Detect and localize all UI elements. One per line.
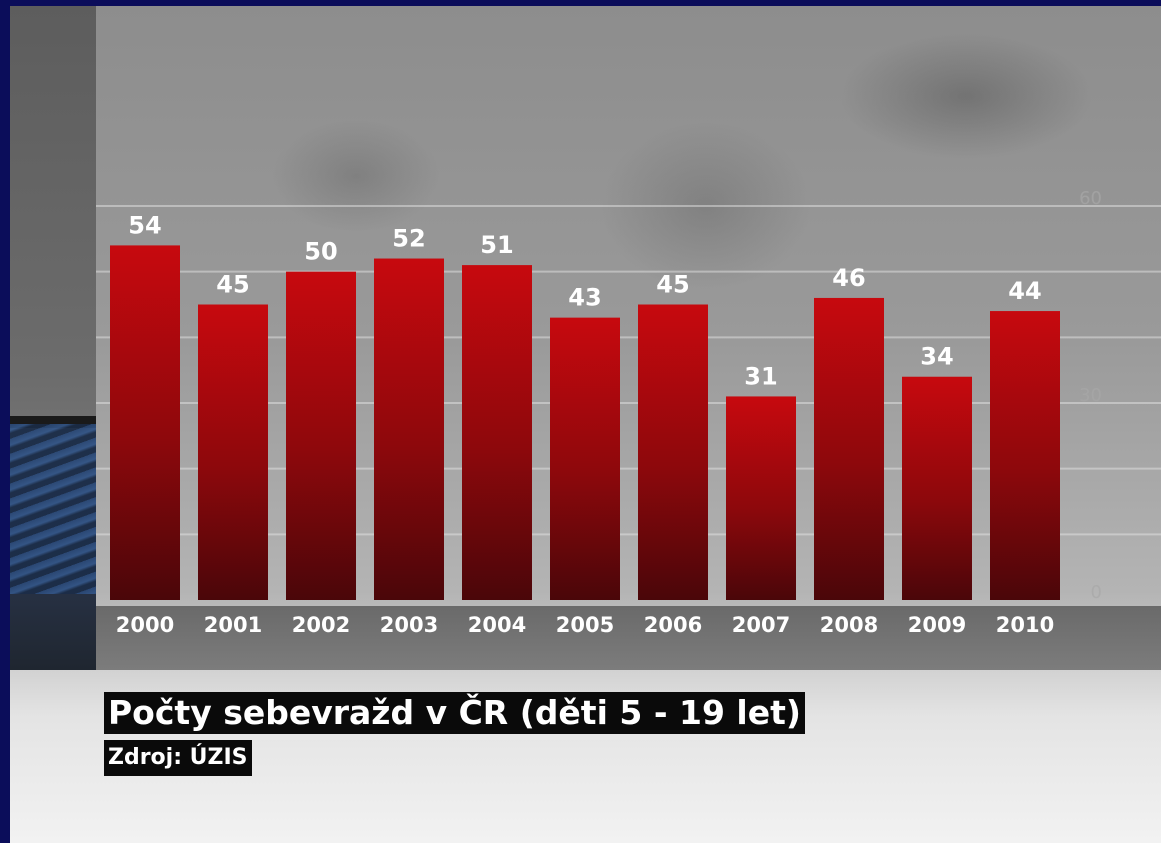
background-photo [10, 6, 96, 670]
x-tick-2010: 2010 [996, 613, 1054, 637]
bars [110, 245, 1060, 600]
x-tick-2003: 2003 [380, 613, 438, 637]
x-tick-2001: 2001 [204, 613, 262, 637]
bar-2004 [462, 265, 532, 600]
bar-2001 [198, 304, 268, 600]
bar-2002 [286, 271, 356, 600]
y-tick-label: 0 [1091, 582, 1102, 603]
bar-2000 [110, 245, 180, 600]
y-tick-label: 30 [1079, 385, 1102, 406]
value-label-2006: 45 [656, 271, 689, 299]
x-tick-2007: 2007 [732, 613, 790, 637]
value-label-2004: 51 [480, 231, 513, 259]
value-label-2007: 31 [744, 362, 777, 390]
y-tick-label: 60 [1079, 188, 1102, 209]
photo-seats [10, 424, 96, 594]
value-label-2009: 34 [920, 343, 953, 371]
x-tick-2002: 2002 [292, 613, 350, 637]
tv-screen: 60 30 0 54 45 50 52 51 43 45 31 46 34 44 2000 2001 200… [10, 6, 1161, 843]
x-tick-2009: 2009 [908, 613, 966, 637]
x-tick-labels: 2000 2001 2002 2003 2004 2005 2006 2007 2008 2009… [116, 613, 1054, 637]
x-tick-2006: 2006 [644, 613, 702, 637]
world-map-texture [96, 6, 1161, 606]
x-axis-band [96, 606, 1161, 670]
bar-2008 [814, 297, 884, 600]
value-label-2003: 52 [392, 225, 425, 253]
x-tick-2008: 2008 [820, 613, 878, 637]
chart-title: Počty sebevražd v ČR (děti 5 - 19 let) [104, 692, 805, 734]
bar-2009 [902, 376, 972, 600]
value-labels: 54 45 50 52 51 43 45 31 46 34 44 [128, 211, 1041, 390]
value-label-2000: 54 [128, 211, 161, 239]
bar-2007 [726, 396, 796, 600]
bar-2005 [550, 317, 620, 600]
bar-2006 [638, 304, 708, 600]
bar-2003 [374, 258, 444, 600]
value-label-2001: 45 [216, 271, 249, 299]
value-label-2002: 50 [304, 238, 337, 266]
right-axis: 60 30 0 [1079, 188, 1102, 603]
x-tick-2005: 2005 [556, 613, 614, 637]
x-tick-2004: 2004 [468, 613, 526, 637]
value-label-2008: 46 [832, 264, 865, 292]
bar-2010 [990, 311, 1060, 600]
x-tick-2000: 2000 [116, 613, 174, 637]
grid-lines [96, 205, 1161, 536]
value-label-2005: 43 [568, 284, 601, 312]
value-label-2010: 44 [1008, 277, 1041, 305]
chart-source: Zdroj: ÚZIS [104, 740, 252, 776]
